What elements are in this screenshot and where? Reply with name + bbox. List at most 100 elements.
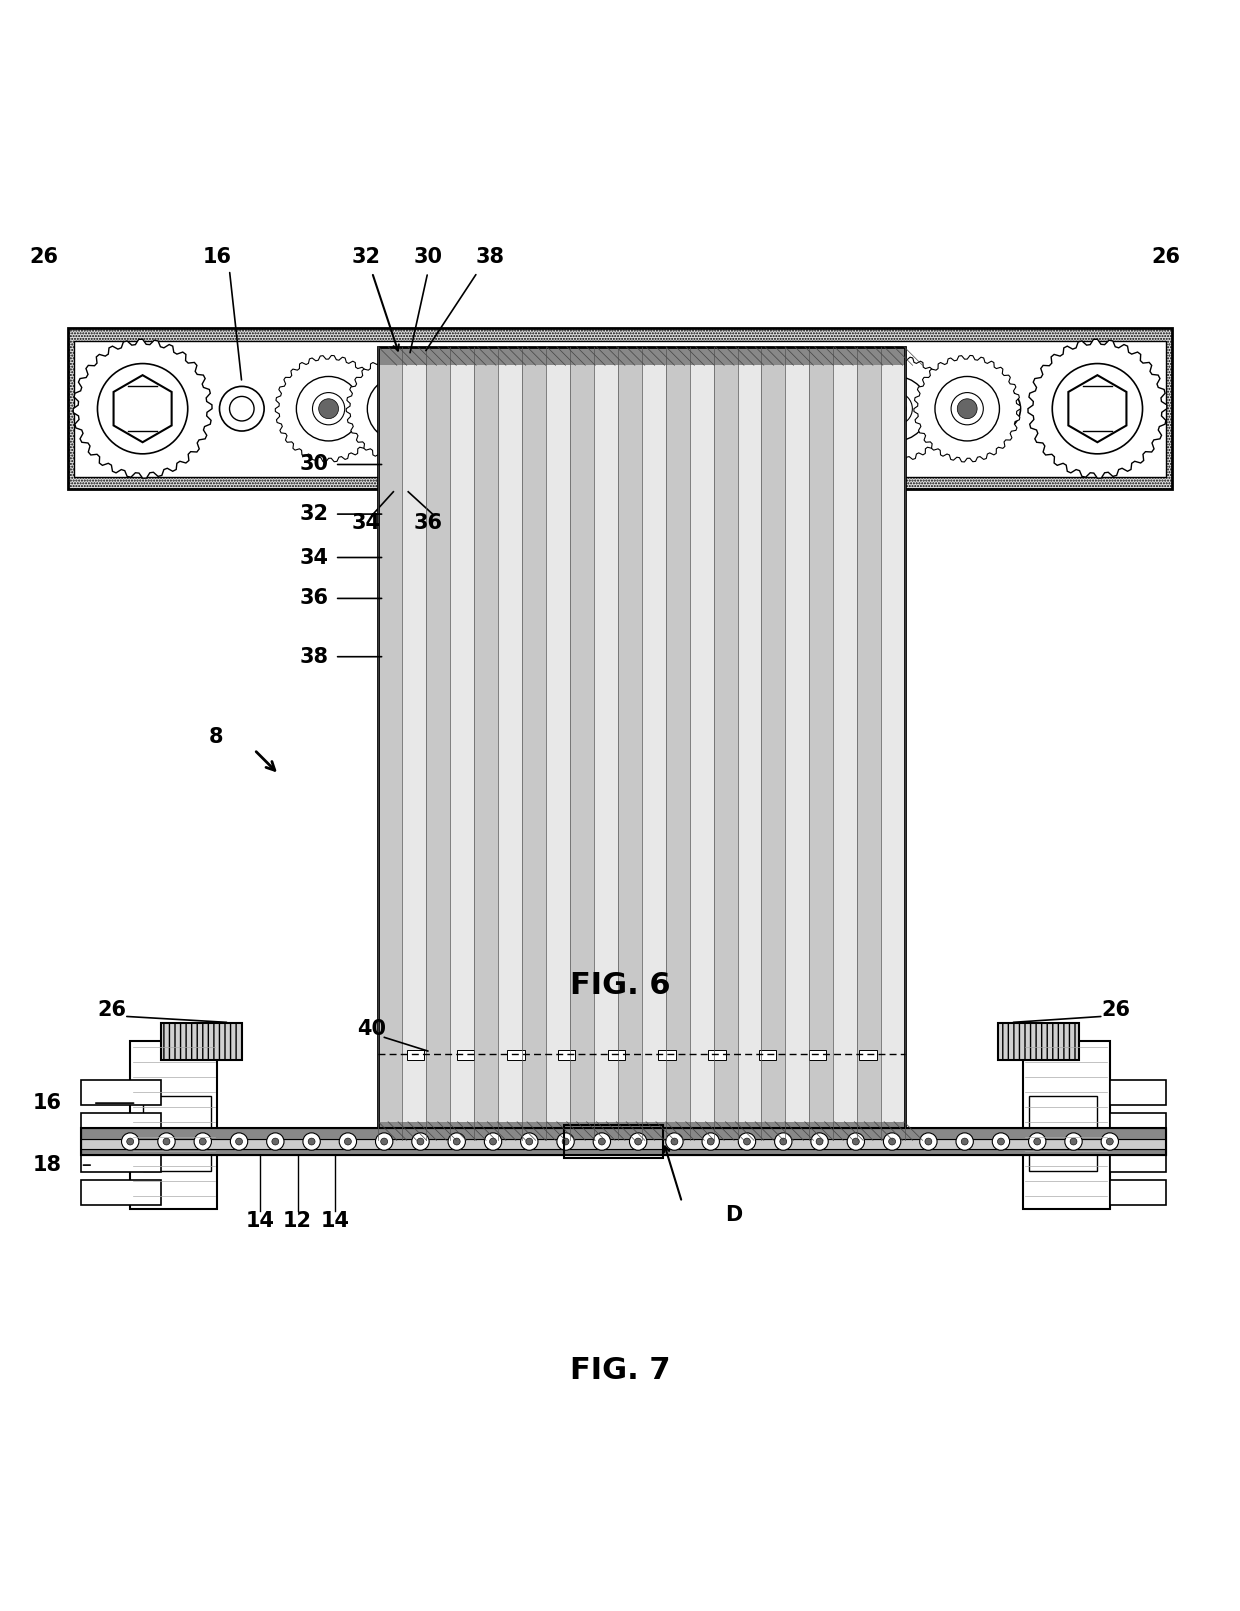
Bar xyxy=(450,346,474,1141)
Circle shape xyxy=(599,1137,605,1145)
Circle shape xyxy=(722,377,786,441)
Circle shape xyxy=(775,1133,792,1150)
Circle shape xyxy=(303,1133,320,1150)
Circle shape xyxy=(454,1137,460,1145)
Circle shape xyxy=(651,377,715,441)
Text: 30: 30 xyxy=(300,454,329,475)
Text: 40: 40 xyxy=(357,1018,387,1039)
Circle shape xyxy=(460,400,480,419)
Bar xyxy=(378,346,905,1141)
Bar xyxy=(608,1050,625,1060)
Circle shape xyxy=(925,1137,932,1145)
Circle shape xyxy=(935,377,999,441)
Circle shape xyxy=(593,1133,610,1150)
Circle shape xyxy=(562,1137,569,1145)
Bar xyxy=(594,346,618,1141)
Circle shape xyxy=(956,1133,973,1150)
Bar xyxy=(759,1050,776,1060)
Bar xyxy=(570,346,594,1141)
Bar xyxy=(564,1126,663,1158)
Bar xyxy=(427,346,450,1141)
Bar xyxy=(618,346,642,1141)
Circle shape xyxy=(454,393,486,425)
Bar xyxy=(81,1179,161,1205)
Text: 16: 16 xyxy=(202,248,232,267)
Polygon shape xyxy=(559,356,666,462)
Bar xyxy=(81,1113,161,1139)
Circle shape xyxy=(532,400,552,419)
Circle shape xyxy=(603,400,622,419)
Bar xyxy=(407,1050,424,1060)
Bar xyxy=(1110,1179,1166,1205)
Bar xyxy=(143,1095,211,1171)
Circle shape xyxy=(412,1133,429,1150)
Bar xyxy=(833,346,857,1141)
Text: 38: 38 xyxy=(300,646,329,667)
Text: 32: 32 xyxy=(351,248,381,267)
Circle shape xyxy=(889,1137,895,1145)
Bar xyxy=(498,346,522,1141)
Bar xyxy=(1110,1147,1166,1171)
Bar xyxy=(130,1041,217,1208)
Bar xyxy=(558,1050,575,1060)
Circle shape xyxy=(557,1133,574,1150)
Polygon shape xyxy=(346,356,453,462)
Bar xyxy=(507,1050,525,1060)
Bar xyxy=(81,1149,1166,1155)
Circle shape xyxy=(162,1137,170,1145)
Bar xyxy=(882,346,905,1141)
Bar xyxy=(761,346,785,1141)
Circle shape xyxy=(961,1137,968,1145)
Polygon shape xyxy=(1069,375,1126,443)
Bar xyxy=(998,1023,1079,1060)
Circle shape xyxy=(635,1137,641,1145)
Circle shape xyxy=(200,1137,206,1145)
Bar xyxy=(81,1147,161,1171)
Circle shape xyxy=(381,1137,388,1145)
Text: 36: 36 xyxy=(300,588,329,609)
Circle shape xyxy=(702,1133,719,1150)
Circle shape xyxy=(340,1133,357,1150)
Circle shape xyxy=(707,1137,714,1145)
Polygon shape xyxy=(773,356,879,462)
Circle shape xyxy=(596,393,629,425)
Circle shape xyxy=(272,1137,279,1145)
Bar xyxy=(474,346,498,1141)
Circle shape xyxy=(580,377,645,441)
Circle shape xyxy=(666,1133,683,1150)
Bar xyxy=(522,346,546,1141)
Circle shape xyxy=(887,400,906,419)
Circle shape xyxy=(485,1133,502,1150)
Circle shape xyxy=(376,1133,393,1150)
Text: 34: 34 xyxy=(300,548,329,567)
Bar xyxy=(1110,1113,1166,1139)
Circle shape xyxy=(811,1133,828,1150)
Polygon shape xyxy=(630,356,737,462)
Circle shape xyxy=(976,387,1021,432)
Bar xyxy=(1110,1079,1166,1105)
Circle shape xyxy=(920,1133,937,1150)
Bar xyxy=(738,346,761,1141)
Circle shape xyxy=(122,1133,139,1150)
Bar xyxy=(68,329,1172,490)
Circle shape xyxy=(98,364,187,454)
Circle shape xyxy=(312,393,345,425)
Bar xyxy=(68,329,1172,490)
Bar xyxy=(658,1050,676,1060)
Text: 14: 14 xyxy=(320,1211,350,1231)
Bar xyxy=(161,1023,242,1060)
Bar xyxy=(689,346,713,1141)
Text: 34: 34 xyxy=(351,512,381,533)
Circle shape xyxy=(510,377,574,441)
Text: D: D xyxy=(725,1205,743,1224)
Bar xyxy=(713,346,738,1141)
Circle shape xyxy=(490,1137,496,1145)
Circle shape xyxy=(883,1133,900,1150)
Circle shape xyxy=(438,377,502,441)
Circle shape xyxy=(864,377,929,441)
Circle shape xyxy=(847,1133,864,1150)
Bar xyxy=(161,1023,242,1060)
Text: 26: 26 xyxy=(97,1000,126,1020)
Circle shape xyxy=(1101,1133,1118,1150)
Circle shape xyxy=(951,393,983,425)
